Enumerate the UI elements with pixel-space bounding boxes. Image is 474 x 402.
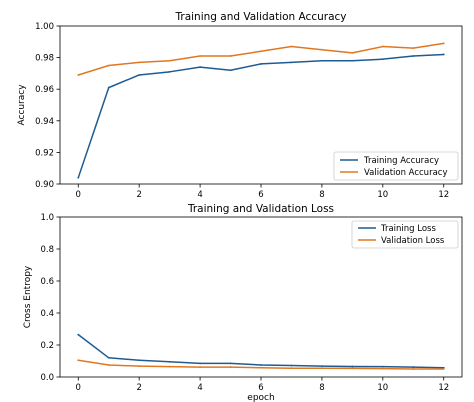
accuracy-y-tick-label: 0.94	[35, 117, 54, 127]
data-point-training-accuracy	[229, 69, 232, 72]
data-point-validation-loss	[229, 366, 232, 368]
loss-x-tick-label: 8	[319, 383, 324, 393]
data-point-validation-loss	[199, 366, 201, 368]
loss-x-tick-label: 10	[377, 383, 388, 393]
loss-y-tick-label: 0.4	[40, 309, 54, 319]
data-point-training-accuracy	[138, 74, 141, 76]
loss-x-tick-label: 0	[76, 383, 81, 393]
loss-x-tick-label: 4	[197, 383, 202, 393]
data-point-training-accuracy	[290, 61, 293, 64]
data-point-validation-loss	[290, 367, 293, 370]
data-point-validation-accuracy	[260, 50, 262, 53]
data-point-validation-accuracy	[321, 48, 323, 51]
data-point-validation-accuracy	[381, 45, 384, 48]
data-point-training-loss	[321, 365, 323, 368]
legend-label-training-accuracy: Training Accuracy	[363, 156, 439, 166]
data-point-validation-accuracy	[229, 55, 232, 57]
data-point-validation-loss	[412, 368, 415, 370]
data-point-training-loss	[229, 362, 232, 365]
data-point-validation-loss	[351, 367, 354, 370]
loss-y-tick-label: 0.8	[40, 245, 54, 255]
data-point-validation-accuracy	[290, 45, 293, 48]
data-point-training-loss	[199, 362, 201, 365]
accuracy-y-tick-label: 0.90	[35, 180, 54, 190]
data-point-training-loss	[168, 360, 171, 363]
data-point-validation-loss	[77, 359, 80, 362]
loss-series-group	[77, 333, 445, 370]
accuracy-x-tick-label: 6	[258, 190, 263, 200]
loss-y-axis-label: Cross Entropy	[23, 265, 33, 328]
accuracy-y-tick-label: 1.00	[35, 22, 54, 32]
data-point-training-accuracy	[199, 66, 201, 68]
data-point-training-accuracy	[351, 59, 354, 62]
accuracy-x-tick-label: 0	[76, 190, 81, 200]
data-point-validation-accuracy	[168, 59, 171, 62]
data-point-validation-accuracy	[77, 74, 80, 76]
accuracy-y-tick-label: 0.96	[35, 85, 54, 95]
data-point-training-loss	[351, 365, 354, 368]
accuracy-x-tick-label: 2	[136, 190, 141, 200]
data-point-validation-accuracy	[412, 47, 415, 50]
loss-x-tick-label: 12	[438, 383, 449, 393]
data-point-validation-accuracy	[107, 64, 110, 67]
loss-ticks: 0 2 4 6 8 10 12 0.0 0.2 0.4 0.6 0.8 1.0	[40, 213, 449, 393]
loss-y-tick-label: 0.0	[40, 373, 54, 383]
accuracy-chart-title: Training and Validation Accuracy	[175, 11, 347, 23]
accuracy-y-axis-label: Accuracy	[17, 84, 27, 126]
data-point-training-loss	[107, 356, 110, 359]
data-point-validation-loss	[168, 365, 171, 368]
legend-label-validation-loss: Validation Loss	[381, 236, 445, 246]
loss-legend-box	[351, 220, 459, 249]
accuracy-legend: Training Accuracy Validation Accuracy	[333, 151, 459, 181]
loss-y-tick-label: 0.6	[40, 277, 54, 287]
loss-y-tick-label: 1.0	[40, 213, 54, 223]
data-point-training-loss	[442, 366, 445, 369]
accuracy-x-tick-label: 4	[197, 190, 202, 200]
loss-x-axis-label: epoch	[247, 393, 274, 402]
data-point-training-loss	[412, 366, 415, 368]
accuracy-subplot: Training and Validation Accuracy Accurac…	[17, 11, 463, 200]
data-point-training-accuracy	[107, 86, 110, 89]
loss-x-tick-label: 6	[258, 383, 263, 393]
accuracy-x-tick-label: 10	[377, 190, 388, 200]
loss-subplot: Training and Validation Loss Cross Entro…	[23, 203, 463, 402]
data-point-validation-loss	[321, 367, 323, 370]
data-point-training-loss	[138, 359, 141, 362]
data-point-training-accuracy	[412, 55, 415, 57]
data-point-training-loss	[77, 333, 80, 336]
accuracy-x-tick-label: 8	[319, 190, 324, 200]
data-point-validation-accuracy	[351, 51, 354, 54]
data-point-training-accuracy	[442, 53, 445, 56]
data-point-training-accuracy	[381, 58, 384, 61]
data-point-validation-loss	[260, 366, 262, 369]
accuracy-ticks: 0 2 4 6 8 10 12 0.90 0.92 0.94 0.96 0.98 1.00	[35, 22, 449, 200]
data-point-validation-loss	[138, 365, 141, 368]
data-point-validation-accuracy	[138, 61, 141, 64]
loss-chart-title: Training and Validation Loss	[187, 203, 334, 215]
accuracy-legend-box	[333, 151, 459, 181]
data-point-training-accuracy	[260, 63, 262, 65]
data-point-validation-loss	[381, 367, 384, 370]
data-point-training-accuracy	[168, 70, 171, 73]
data-point-validation-loss	[107, 364, 110, 366]
data-point-training-accuracy	[77, 176, 80, 179]
loss-legend: Training Loss Validation Loss	[351, 220, 459, 249]
accuracy-series-group	[77, 42, 445, 179]
loss-y-tick-label: 0.2	[40, 341, 54, 351]
accuracy-y-tick-label: 0.92	[35, 148, 54, 158]
data-point-validation-loss	[442, 368, 445, 370]
accuracy-y-tick-label: 0.98	[35, 54, 54, 64]
data-point-training-loss	[290, 364, 293, 367]
accuracy-x-tick-label: 12	[438, 190, 449, 200]
data-point-training-loss	[260, 364, 262, 366]
data-point-validation-accuracy	[442, 42, 445, 45]
loss-x-tick-label: 2	[136, 383, 141, 393]
data-point-training-loss	[381, 365, 384, 368]
legend-label-validation-accuracy: Validation Accuracy	[364, 168, 447, 178]
data-point-validation-accuracy	[199, 55, 201, 57]
legend-label-training-loss: Training Loss	[380, 224, 436, 234]
data-point-training-accuracy	[321, 59, 323, 62]
